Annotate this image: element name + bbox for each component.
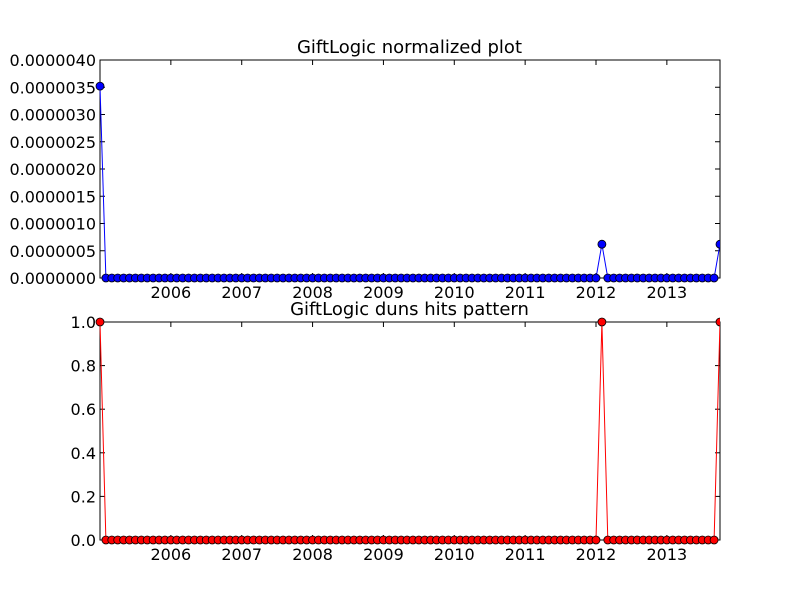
y-tick-normalized-label: 0.0000020 (9, 160, 96, 179)
y-tick-duns-label: 1.0 (71, 313, 96, 332)
y-tick-normalized-label: 0.0000040 (9, 51, 96, 70)
data-point-normalized (95, 81, 105, 91)
x-tick-normalized-label: 2011 (505, 283, 546, 302)
x-tick-duns-label: 2010 (434, 545, 475, 564)
y-tick-duns-label: 0.6 (71, 400, 96, 419)
x-tick-duns-label: 2008 (292, 545, 333, 564)
series-group-duns (95, 317, 720, 545)
plot-frame-normalized (99, 59, 721, 279)
y-tick-normalized-label: 0.0000030 (9, 106, 96, 125)
duns-hits-plot: GiftLogic duns hits pattern 0.0 0.2 0.4 0.6… (71, 299, 721, 564)
y-tick-normalized-label: 0.0000005 (9, 242, 96, 261)
x-tick-normalized-label: 2013 (646, 283, 687, 302)
x-tick-normalized-label: 2012 (576, 283, 617, 302)
x-tick-normalized-label: 2006 (150, 283, 191, 302)
data-point-duns (709, 535, 719, 545)
chart-title-normalized: GiftLogic normalized plot (297, 37, 522, 58)
data-point-normalized (591, 273, 601, 283)
data-point-normalized (597, 239, 607, 249)
chart-title-duns: GiftLogic duns hits pattern (290, 299, 529, 320)
y-tick-normalized-label: 0.0000000 (9, 269, 96, 288)
series-line-duns (99, 321, 720, 541)
x-tick-duns-label: 2006 (150, 545, 191, 564)
plot-frame-duns (99, 321, 721, 541)
series-line-normalized (99, 86, 720, 279)
y-tick-duns-label: 0.4 (71, 444, 96, 463)
x-tick-duns-label: 2011 (505, 545, 546, 564)
x-tick-duns-label: 2013 (646, 545, 687, 564)
series-group-normalized (95, 81, 720, 283)
x-tick-duns-label: 2009 (363, 545, 404, 564)
y-tick-normalized-label: 0.0000010 (9, 215, 96, 234)
data-point-duns (597, 317, 607, 327)
x-tick-normalized-label: 2008 (292, 283, 333, 302)
data-point-duns (591, 535, 601, 545)
x-tick-normalized-label: 2010 (434, 283, 475, 302)
x-tick-normalized-label: 2009 (363, 283, 404, 302)
data-point-duns (715, 317, 720, 327)
x-tick-duns-label: 2012 (576, 545, 617, 564)
data-point-normalized (709, 273, 719, 283)
y-tick-duns-label: 0.8 (71, 357, 96, 376)
data-point-normalized (715, 239, 720, 249)
y-tick-duns-label: 0.2 (71, 487, 96, 506)
y-tick-normalized-label: 0.0000025 (9, 133, 96, 152)
x-tick-duns-label: 2007 (221, 545, 262, 564)
data-point-duns (95, 317, 105, 327)
y-tick-normalized-label: 0.0000015 (9, 187, 96, 206)
normalized-plot: GiftLogic normalized plot 0.0000000 0.000… (9, 37, 721, 302)
y-tick-normalized-label: 0.0000035 (9, 78, 96, 97)
x-tick-normalized-label: 2007 (221, 283, 262, 302)
y-tick-duns-label: 0.0 (71, 531, 96, 550)
